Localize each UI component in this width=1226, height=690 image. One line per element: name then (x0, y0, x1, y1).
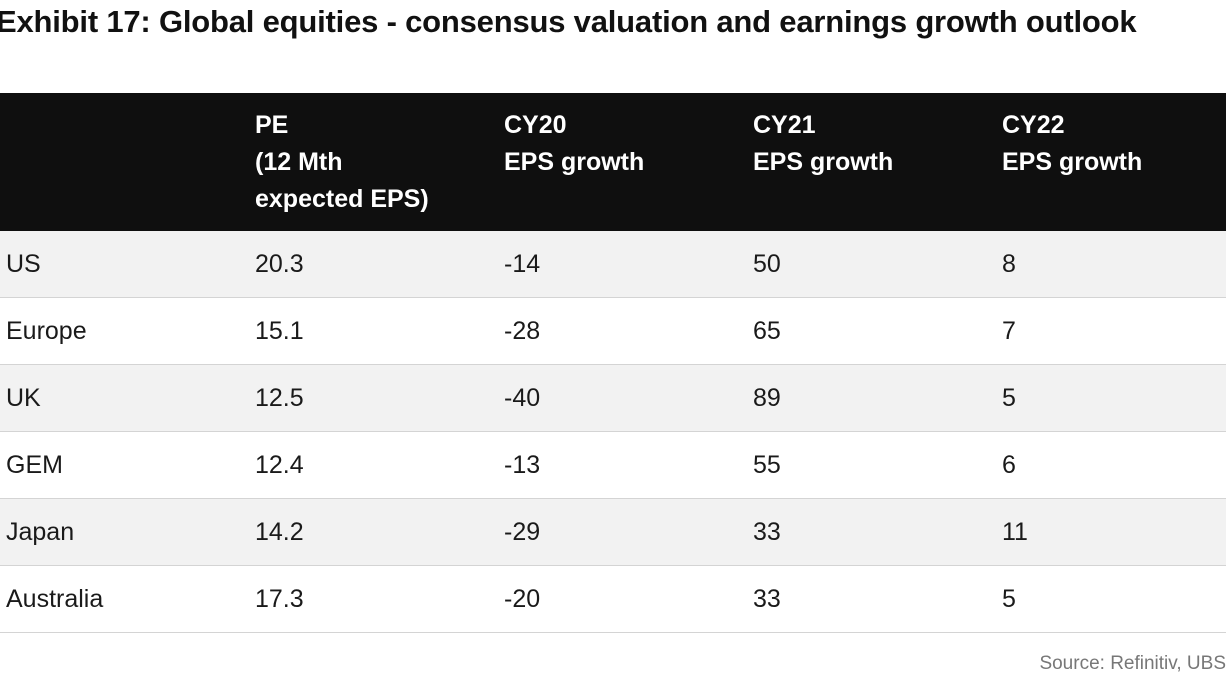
table-cell-cy22: 6 (1002, 451, 1016, 479)
header-cell-cy20: CY20 EPS growth (504, 111, 645, 176)
table-cell-cy21: 55 (753, 451, 781, 479)
table-cell-region: GEM (6, 451, 63, 479)
table-cell-cy22: 11 (1002, 518, 1028, 546)
table-cell-region: Europe (6, 317, 87, 345)
table-cell-pe: 12.5 (255, 384, 304, 412)
table-row: Japan 14.2 -29 33 11 (0, 499, 1226, 566)
table-cell-cy21: 50 (753, 250, 781, 278)
table-row: US 20.3 -14 50 8 (0, 231, 1226, 298)
table-row: UK 12.5 -40 89 5 (0, 365, 1226, 432)
table-cell-cy21: 65 (753, 317, 781, 345)
table-row: Europe 15.1 -28 65 7 (0, 298, 1226, 365)
table-row: Australia 17.3 -20 33 5 (0, 566, 1226, 633)
table-header: PE (12 Mth expected EPS) CY20 EPS growth… (0, 93, 1226, 231)
table-cell-cy20: -40 (504, 384, 541, 412)
table-cell-cy20: -14 (504, 250, 541, 278)
table-cell-pe: 14.2 (255, 518, 304, 546)
table-cell-cy20: -20 (504, 585, 541, 613)
source-note: Source: Refinitiv, UBS (1039, 653, 1226, 674)
table-cell-cy20: -13 (504, 451, 541, 479)
table-cell-cy20: -28 (504, 317, 541, 345)
valuation-table: PE (12 Mth expected EPS) CY20 EPS growth… (0, 93, 1226, 633)
table-cell-cy22: 8 (1002, 250, 1016, 278)
table-cell-cy21: 33 (753, 585, 781, 613)
table-cell-cy22: 7 (1002, 317, 1016, 345)
table-cell-pe: 15.1 (255, 317, 304, 345)
table-cell-region: UK (6, 384, 41, 412)
table-cell-region: US (6, 250, 41, 278)
exhibit-title: Exhibit 17: Global equities - consensus … (0, 4, 1137, 39)
header-cell-cy21: CY21 EPS growth (753, 111, 894, 176)
table-cell-pe: 12.4 (255, 451, 304, 479)
header-cell-cy22: CY22 EPS growth (1002, 111, 1143, 176)
table-row: GEM 12.4 -13 55 6 (0, 432, 1226, 499)
table-cell-pe: 20.3 (255, 250, 304, 278)
table-cell-pe: 17.3 (255, 585, 304, 613)
table-cell-region: Australia (6, 585, 104, 613)
table-cell-cy20: -29 (504, 518, 541, 546)
header-cell-pe: PE (12 Mth expected EPS) (255, 111, 429, 213)
table-cell-region: Japan (6, 518, 75, 546)
table-cell-cy21: 89 (753, 384, 781, 412)
table-cell-cy21: 33 (753, 518, 781, 546)
table-cell-cy22: 5 (1002, 384, 1016, 412)
table-cell-cy22: 5 (1002, 585, 1016, 613)
